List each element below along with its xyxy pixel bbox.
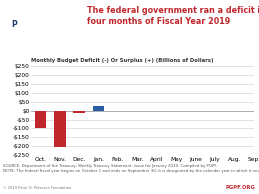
Text: Monthly Budget Deficit (-) Or Surplus (+) (Billions of Dollars): Monthly Budget Deficit (-) Or Surplus (+…	[31, 58, 214, 63]
Text: The federal government ran a deficit in three of the first
four months of Fiscal: The federal government ran a deficit in …	[87, 6, 259, 26]
Bar	[54, 111, 66, 147]
Text: © 2019 Peter G. Peterson Foundation: © 2019 Peter G. Peterson Foundation	[3, 186, 71, 190]
Text: SOURCE: Department of the Treasury, Weekly Treasury Statement, issue for January: SOURCE: Department of the Treasury, Week…	[3, 164, 259, 172]
Text: PETERSON: PETERSON	[29, 23, 55, 27]
Bar	[34, 111, 46, 128]
Bar	[73, 111, 85, 113]
Text: FOUNDATION: FOUNDATION	[29, 33, 58, 37]
Text: PETER G.: PETER G.	[29, 14, 51, 17]
FancyBboxPatch shape	[4, 12, 24, 38]
Bar	[93, 106, 104, 111]
Text: P: P	[11, 20, 17, 29]
Text: PGPF.ORG: PGPF.ORG	[225, 185, 255, 190]
